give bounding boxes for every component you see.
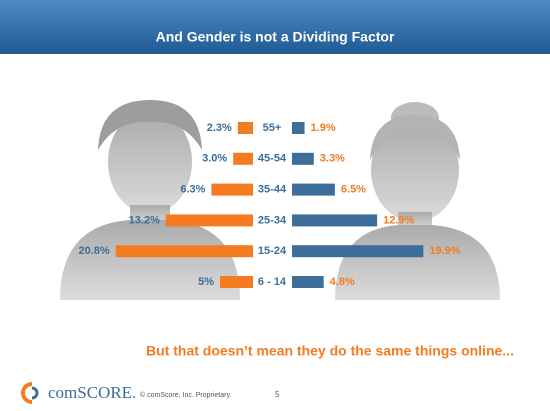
page-number: 5 — [275, 390, 280, 399]
logo-icon — [21, 382, 39, 404]
value-label: 19.9% — [429, 245, 460, 257]
right-bar — [292, 183, 335, 196]
value-label: 20.8% — [79, 245, 110, 257]
left-bar — [220, 276, 253, 288]
logo-text: comSCORE. — [48, 383, 136, 402]
right-bar — [292, 152, 314, 165]
right-bar — [292, 276, 324, 288]
value-label: 13.2% — [129, 214, 160, 226]
left-bar — [233, 152, 253, 165]
category-label: 55+ — [263, 122, 282, 134]
left-bar — [237, 122, 253, 134]
title: And Gender is not a Dividing Factor — [156, 29, 395, 45]
value-label: 6.3% — [180, 184, 205, 196]
male-silhouette — [60, 100, 240, 300]
value-label: 3.3% — [320, 153, 345, 165]
female-silhouette — [335, 102, 500, 300]
right-bar — [292, 214, 378, 227]
value-label: 12.9% — [383, 214, 414, 226]
header-bar — [0, 0, 550, 54]
left-bar — [115, 245, 253, 258]
value-label: 1.9% — [311, 122, 336, 134]
copyright: © comScore, Inc. Proprietary. — [140, 391, 231, 399]
value-label: 3.0% — [202, 153, 227, 165]
value-label: 6.5% — [341, 184, 366, 196]
category-label: 35-44 — [258, 184, 287, 196]
right-bar — [292, 245, 424, 258]
right-bar — [292, 122, 305, 134]
category-label: 15-24 — [258, 245, 287, 257]
category-label: 45-54 — [258, 153, 287, 165]
value-label: 4.8% — [330, 276, 355, 288]
category-label: 25-34 — [258, 214, 287, 226]
left-bar — [165, 214, 253, 227]
category-label: 6 - 14 — [258, 276, 287, 288]
value-label: 2.3% — [207, 122, 232, 134]
left-bar — [211, 183, 253, 196]
annotation: But that doesn’t mean they do the same t… — [146, 343, 514, 359]
value-label: 5% — [198, 276, 214, 288]
